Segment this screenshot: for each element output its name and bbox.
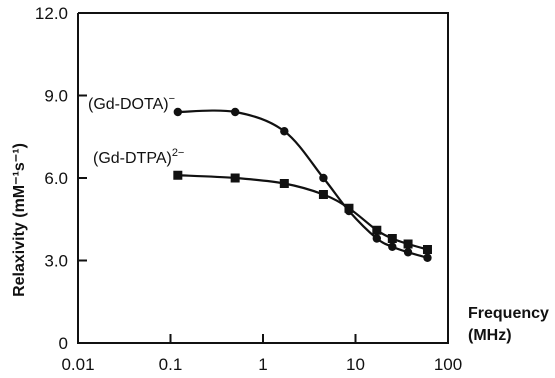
series-1-point-2	[279, 179, 289, 188]
series-label-dota-text: (Gd-DOTA)	[88, 96, 169, 113]
chart-axes	[77, 12, 449, 344]
series-label-dtpa-text: (Gd-DTPA)	[93, 150, 172, 167]
series-0-point-3	[319, 173, 328, 183]
x-tick-label-3: 10	[346, 355, 365, 374]
series-1-point-5	[372, 225, 382, 235]
series-1-point-1	[230, 173, 240, 183]
series-label-dota-sup: −	[169, 93, 175, 105]
plot-frame	[77, 12, 449, 344]
y-tick-label-3: 9.0	[44, 87, 68, 106]
series-1-point-7	[403, 239, 413, 249]
x-tick-label-4: 100	[434, 355, 462, 374]
series-1-point-4	[344, 203, 354, 213]
x-axis-title: Frequency (MHz)	[468, 305, 553, 344]
chart-ticks: 0 3.0 6.0 9.0 12.0 0.01 0.1 1 10 100	[35, 4, 462, 374]
x-axis-title-line1: Frequency	[468, 305, 549, 322]
series-label-dota: (Gd-DOTA)−	[88, 93, 175, 113]
series-label-dtpa: (Gd-DTPA)2−	[93, 147, 184, 167]
series-0-point-5	[372, 234, 382, 243]
y-tick-label-0: 0	[59, 334, 68, 353]
series-1-point-6	[387, 234, 397, 243]
chart-markers	[173, 107, 432, 262]
series-1-point-8	[422, 245, 432, 254]
series-0-point-0	[173, 107, 183, 117]
y-tick-label-4: 12.0	[35, 4, 68, 23]
x-tick-label-1: 0.1	[159, 355, 183, 374]
x-axis-title-line2: (MHz)	[468, 327, 512, 344]
y-tick-label-1: 3.0	[44, 252, 68, 271]
series-1-point-3	[318, 190, 328, 199]
x-tick-label-2: 1	[258, 355, 267, 374]
y-axis-title-text: Relaxivity (mM⁻¹s⁻¹)	[11, 143, 28, 297]
series-0-point-1	[230, 107, 240, 117]
series-0-point-7	[403, 248, 413, 257]
series-1-point-0	[173, 170, 183, 180]
series-label-dtpa-sup: 2−	[172, 147, 185, 159]
series-0-point-8	[423, 253, 432, 262]
y-axis-title: Relaxivity (mM⁻¹s⁻¹)	[11, 143, 28, 297]
series-0-point-2	[280, 127, 289, 136]
series-0-point-6	[388, 242, 397, 251]
x-tick-label-0: 0.01	[61, 355, 94, 374]
y-tick-label-2: 6.0	[44, 169, 68, 188]
